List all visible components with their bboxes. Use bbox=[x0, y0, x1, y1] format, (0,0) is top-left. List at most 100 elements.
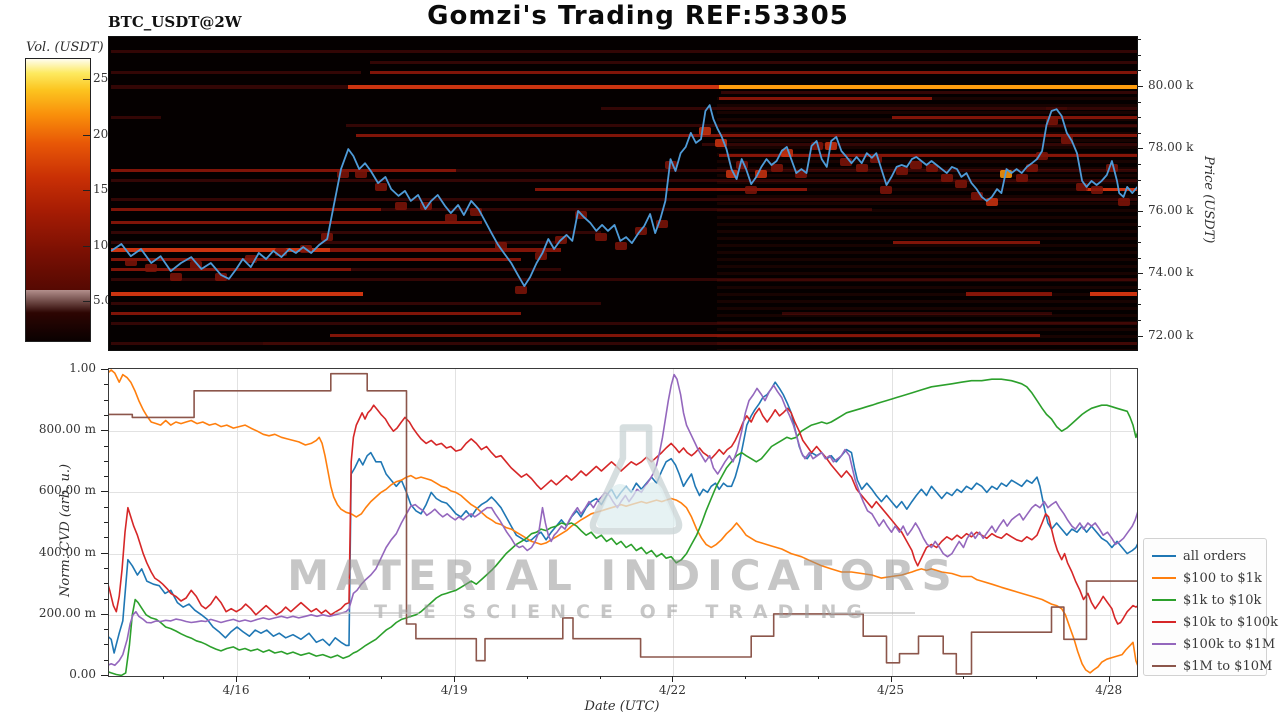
tick-label: 4/22 bbox=[658, 683, 686, 697]
liquidity-row bbox=[111, 198, 1137, 202]
legend-item[interactable]: $100 to $1k bbox=[1152, 567, 1266, 589]
liquidity-row bbox=[1086, 187, 1137, 191]
symbol-label: BTC_USDT@2W bbox=[108, 13, 242, 31]
liquidity-blob bbox=[1000, 170, 1013, 179]
liquidity-blob bbox=[395, 201, 408, 210]
series--1k-to-10k bbox=[109, 378, 1137, 676]
tick-label: 80.00 k bbox=[1148, 78, 1194, 92]
liquidity-row bbox=[380, 208, 872, 212]
liquidity-blob bbox=[735, 161, 748, 170]
tick-label: 4/28 bbox=[1095, 683, 1123, 697]
liquidity-row bbox=[111, 268, 352, 272]
price-line-chart bbox=[110, 104, 1137, 288]
price-heatmap-panel[interactable] bbox=[108, 36, 1138, 351]
page-title: Gomzi's Trading REF:53305 bbox=[427, 1, 849, 31]
liquidity-row bbox=[347, 85, 720, 89]
liquidity-row bbox=[111, 85, 348, 89]
tick-label: 1.00 bbox=[69, 361, 96, 375]
liquidity-row bbox=[111, 322, 1137, 326]
liquidity-row bbox=[719, 97, 932, 101]
liquidity-blob bbox=[444, 214, 457, 223]
legend-item-label: $1M to $10M bbox=[1183, 658, 1273, 674]
series--100-to-1k bbox=[109, 369, 1137, 674]
liquidity-blob bbox=[337, 170, 350, 179]
tick-label: 74.00 k bbox=[1148, 265, 1194, 280]
liquidity-row bbox=[111, 247, 331, 252]
liquidity-blob bbox=[840, 157, 853, 166]
liquidity-blob bbox=[725, 170, 738, 179]
tick-label: 4/16 bbox=[222, 683, 250, 697]
liquidity-row bbox=[111, 230, 602, 234]
liquidity-blob bbox=[470, 207, 483, 216]
liquidity-blob bbox=[745, 185, 758, 194]
liquidity-blob bbox=[810, 142, 823, 151]
liquidity-row bbox=[330, 247, 562, 252]
liquidity-blob bbox=[515, 285, 528, 294]
liquidity-blob bbox=[665, 161, 678, 170]
liquidity-blob bbox=[855, 164, 868, 173]
liquidity-row bbox=[356, 133, 1137, 137]
legend-item-label: $1k to $10k bbox=[1183, 592, 1262, 608]
tick-label: 600.00 m bbox=[38, 483, 96, 498]
legend-item[interactable]: all orders bbox=[1152, 545, 1266, 567]
liquidity-row bbox=[535, 187, 808, 191]
liquidity-row bbox=[111, 49, 1137, 53]
legend-item[interactable]: $10k to $100k bbox=[1152, 611, 1278, 633]
liquidity-blob bbox=[955, 179, 968, 188]
series--10k-to-100k bbox=[109, 404, 1137, 625]
legend-item[interactable]: $100k to $1M bbox=[1152, 633, 1275, 655]
tick-label: 4/25 bbox=[877, 683, 904, 697]
liquidity-blob bbox=[780, 148, 793, 157]
liquidity-row bbox=[719, 153, 1137, 157]
liquidity-blob bbox=[715, 139, 728, 148]
liquidity-row bbox=[111, 278, 1137, 282]
liquidity-blob bbox=[1090, 185, 1103, 194]
liquidity-row bbox=[892, 240, 1040, 244]
liquidity-blob bbox=[770, 164, 783, 173]
liquidity-blob bbox=[169, 273, 182, 282]
liquidity-blob bbox=[1076, 182, 1089, 191]
liquidity-row bbox=[111, 208, 381, 212]
liquidity-blob bbox=[985, 198, 998, 207]
tick-label: 0.00 bbox=[69, 667, 96, 681]
cvd-axis-label: Norm. CVD (arb. u.) bbox=[58, 463, 73, 597]
liquidity-row bbox=[966, 291, 1053, 296]
liquidity-row bbox=[891, 116, 1137, 120]
date-axis-label: Date (UTC) bbox=[584, 699, 660, 714]
colorbar-label: Vol. (USDT) bbox=[26, 40, 104, 55]
liquidity-row bbox=[111, 291, 363, 296]
legend: all orders $100 to $1k $1k to $10k $10k to … bbox=[1143, 538, 1278, 677]
liquidity-blob bbox=[910, 161, 923, 170]
liquidity-row bbox=[111, 240, 562, 244]
liquidity-row bbox=[330, 333, 1040, 337]
liquidity-blob bbox=[970, 192, 983, 201]
tick-label: 200.00 m bbox=[38, 605, 96, 620]
legend-item[interactable]: $1M to $10M bbox=[1152, 655, 1272, 677]
liquidity-row bbox=[111, 302, 602, 306]
liquidity-blob bbox=[1015, 173, 1028, 182]
liquidity-row bbox=[111, 169, 456, 173]
cvd-panel[interactable]: MATERIAL INDICATORS THE SCIENCE OF TRADI… bbox=[108, 368, 1138, 677]
tick-label: 78.00 k bbox=[1148, 140, 1194, 155]
liquidity-blob bbox=[1045, 117, 1058, 126]
liquidity-blob bbox=[275, 248, 288, 257]
liquidity-row bbox=[111, 258, 522, 262]
liquidity-blob bbox=[1025, 164, 1038, 173]
liquidity-blob bbox=[355, 170, 368, 179]
liquidity-blob bbox=[494, 242, 507, 251]
liquidity-blob bbox=[795, 170, 808, 179]
liquidity-row bbox=[351, 268, 562, 272]
liquidity-row bbox=[701, 142, 1137, 146]
liquidity-blob bbox=[614, 242, 627, 251]
liquidity-row bbox=[721, 91, 1137, 95]
tick-label: 4/19 bbox=[440, 683, 468, 697]
liquidity-blob bbox=[1117, 198, 1130, 207]
liquidity-blob bbox=[214, 273, 227, 282]
liquidity-blob bbox=[755, 170, 768, 179]
liquidity-blob bbox=[940, 173, 953, 182]
tick-label: 800.00 m bbox=[38, 422, 96, 437]
liquidity-row bbox=[111, 220, 483, 224]
legend-line-sample bbox=[1152, 577, 1176, 579]
legend-item[interactable]: $1k to $10k bbox=[1152, 589, 1266, 611]
legend-line-sample bbox=[1152, 643, 1176, 645]
